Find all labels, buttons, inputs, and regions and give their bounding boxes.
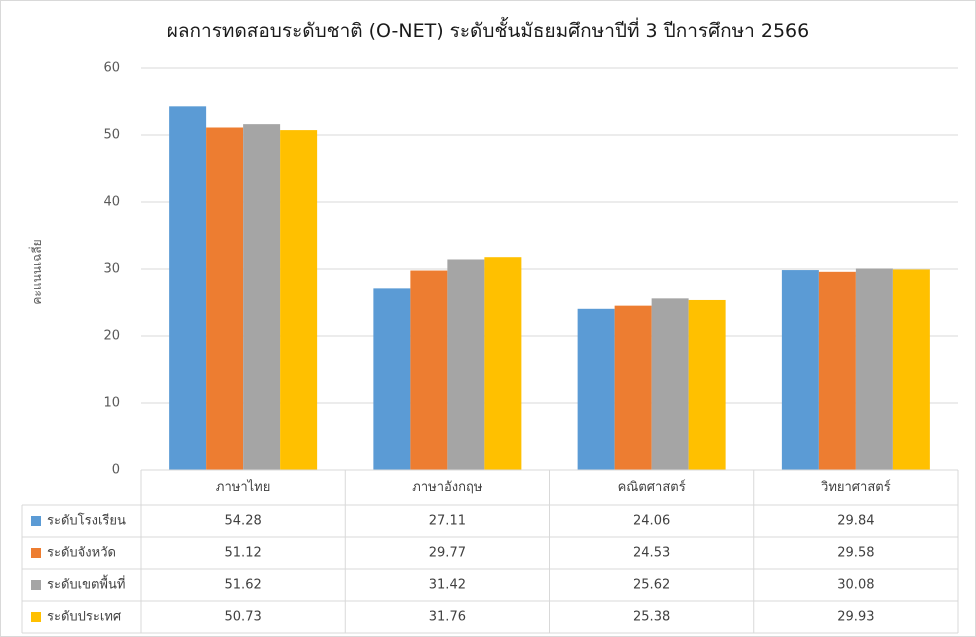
bars bbox=[169, 106, 930, 471]
y-tick-label: 60 bbox=[103, 61, 120, 76]
category-label: คณิตศาสตร์ bbox=[618, 479, 686, 495]
legend-swatch bbox=[31, 516, 41, 526]
data-label: 51.62 bbox=[225, 578, 262, 593]
bar bbox=[781, 270, 819, 470]
legend-swatch bbox=[31, 548, 41, 558]
data-label: 24.06 bbox=[633, 514, 670, 529]
bar bbox=[892, 269, 930, 470]
bar bbox=[855, 268, 893, 470]
legend-swatch bbox=[31, 612, 41, 622]
data-label: 31.76 bbox=[429, 610, 466, 625]
bar bbox=[577, 308, 615, 470]
bar bbox=[447, 259, 485, 470]
bar bbox=[280, 130, 318, 470]
y-tick-label: 30 bbox=[103, 262, 120, 277]
data-label: 25.62 bbox=[633, 578, 670, 593]
bar bbox=[484, 257, 522, 470]
legend-swatch bbox=[31, 580, 41, 590]
data-label: 29.84 bbox=[837, 514, 874, 529]
data-label: 51.12 bbox=[225, 546, 262, 561]
data-label: 31.42 bbox=[429, 578, 466, 593]
y-tick-label: 10 bbox=[103, 396, 120, 411]
bar bbox=[651, 298, 689, 470]
data-table: ภาษาไทย ภาษาอังกฤษ คณิตศาสตร์ วิทยาศาสตร์ระ… bbox=[21, 469, 959, 634]
legend-label: ระดับโรงเรียน bbox=[47, 513, 126, 529]
bar bbox=[243, 124, 281, 471]
bar bbox=[373, 288, 411, 470]
data-label: 29.93 bbox=[837, 610, 874, 625]
data-label: 25.38 bbox=[633, 610, 670, 625]
category-label: ภาษาอังกฤษ bbox=[412, 480, 483, 495]
y-tick-labels: 0 10 20 30 40 50 60 bbox=[103, 61, 120, 478]
y-tick-label: 40 bbox=[103, 195, 120, 210]
legend-label: ระดับประเทศ bbox=[47, 610, 122, 625]
bar bbox=[688, 299, 726, 470]
legend-label: ระดับจังหวัด bbox=[47, 546, 116, 561]
chart-title: ผลการทดสอบระดับชาติ (O-NET) ระดับชั้นมัธ… bbox=[166, 20, 810, 42]
y-axis-label: คะแนนเฉลี่ย bbox=[28, 239, 44, 304]
category-label: ภาษาไทย bbox=[216, 479, 270, 495]
category-label: วิทยาศาสตร์ bbox=[820, 479, 890, 495]
legend-label: ระดับเขตพื้นที่ bbox=[47, 575, 125, 593]
data-label: 29.58 bbox=[837, 546, 874, 561]
bar bbox=[206, 127, 244, 470]
data-label: 50.73 bbox=[225, 610, 262, 625]
bar bbox=[614, 305, 652, 470]
data-label: 24.53 bbox=[633, 546, 670, 561]
data-label: 54.28 bbox=[225, 514, 262, 529]
y-tick-label: 0 bbox=[112, 463, 120, 478]
bar bbox=[169, 106, 207, 470]
bar bbox=[818, 271, 856, 470]
bar bbox=[410, 270, 448, 470]
y-tick-label: 20 bbox=[103, 329, 120, 344]
data-label: 30.08 bbox=[837, 578, 874, 593]
data-label: 29.77 bbox=[429, 546, 466, 561]
data-label: 27.11 bbox=[429, 514, 466, 529]
y-tick-label: 50 bbox=[103, 128, 120, 143]
